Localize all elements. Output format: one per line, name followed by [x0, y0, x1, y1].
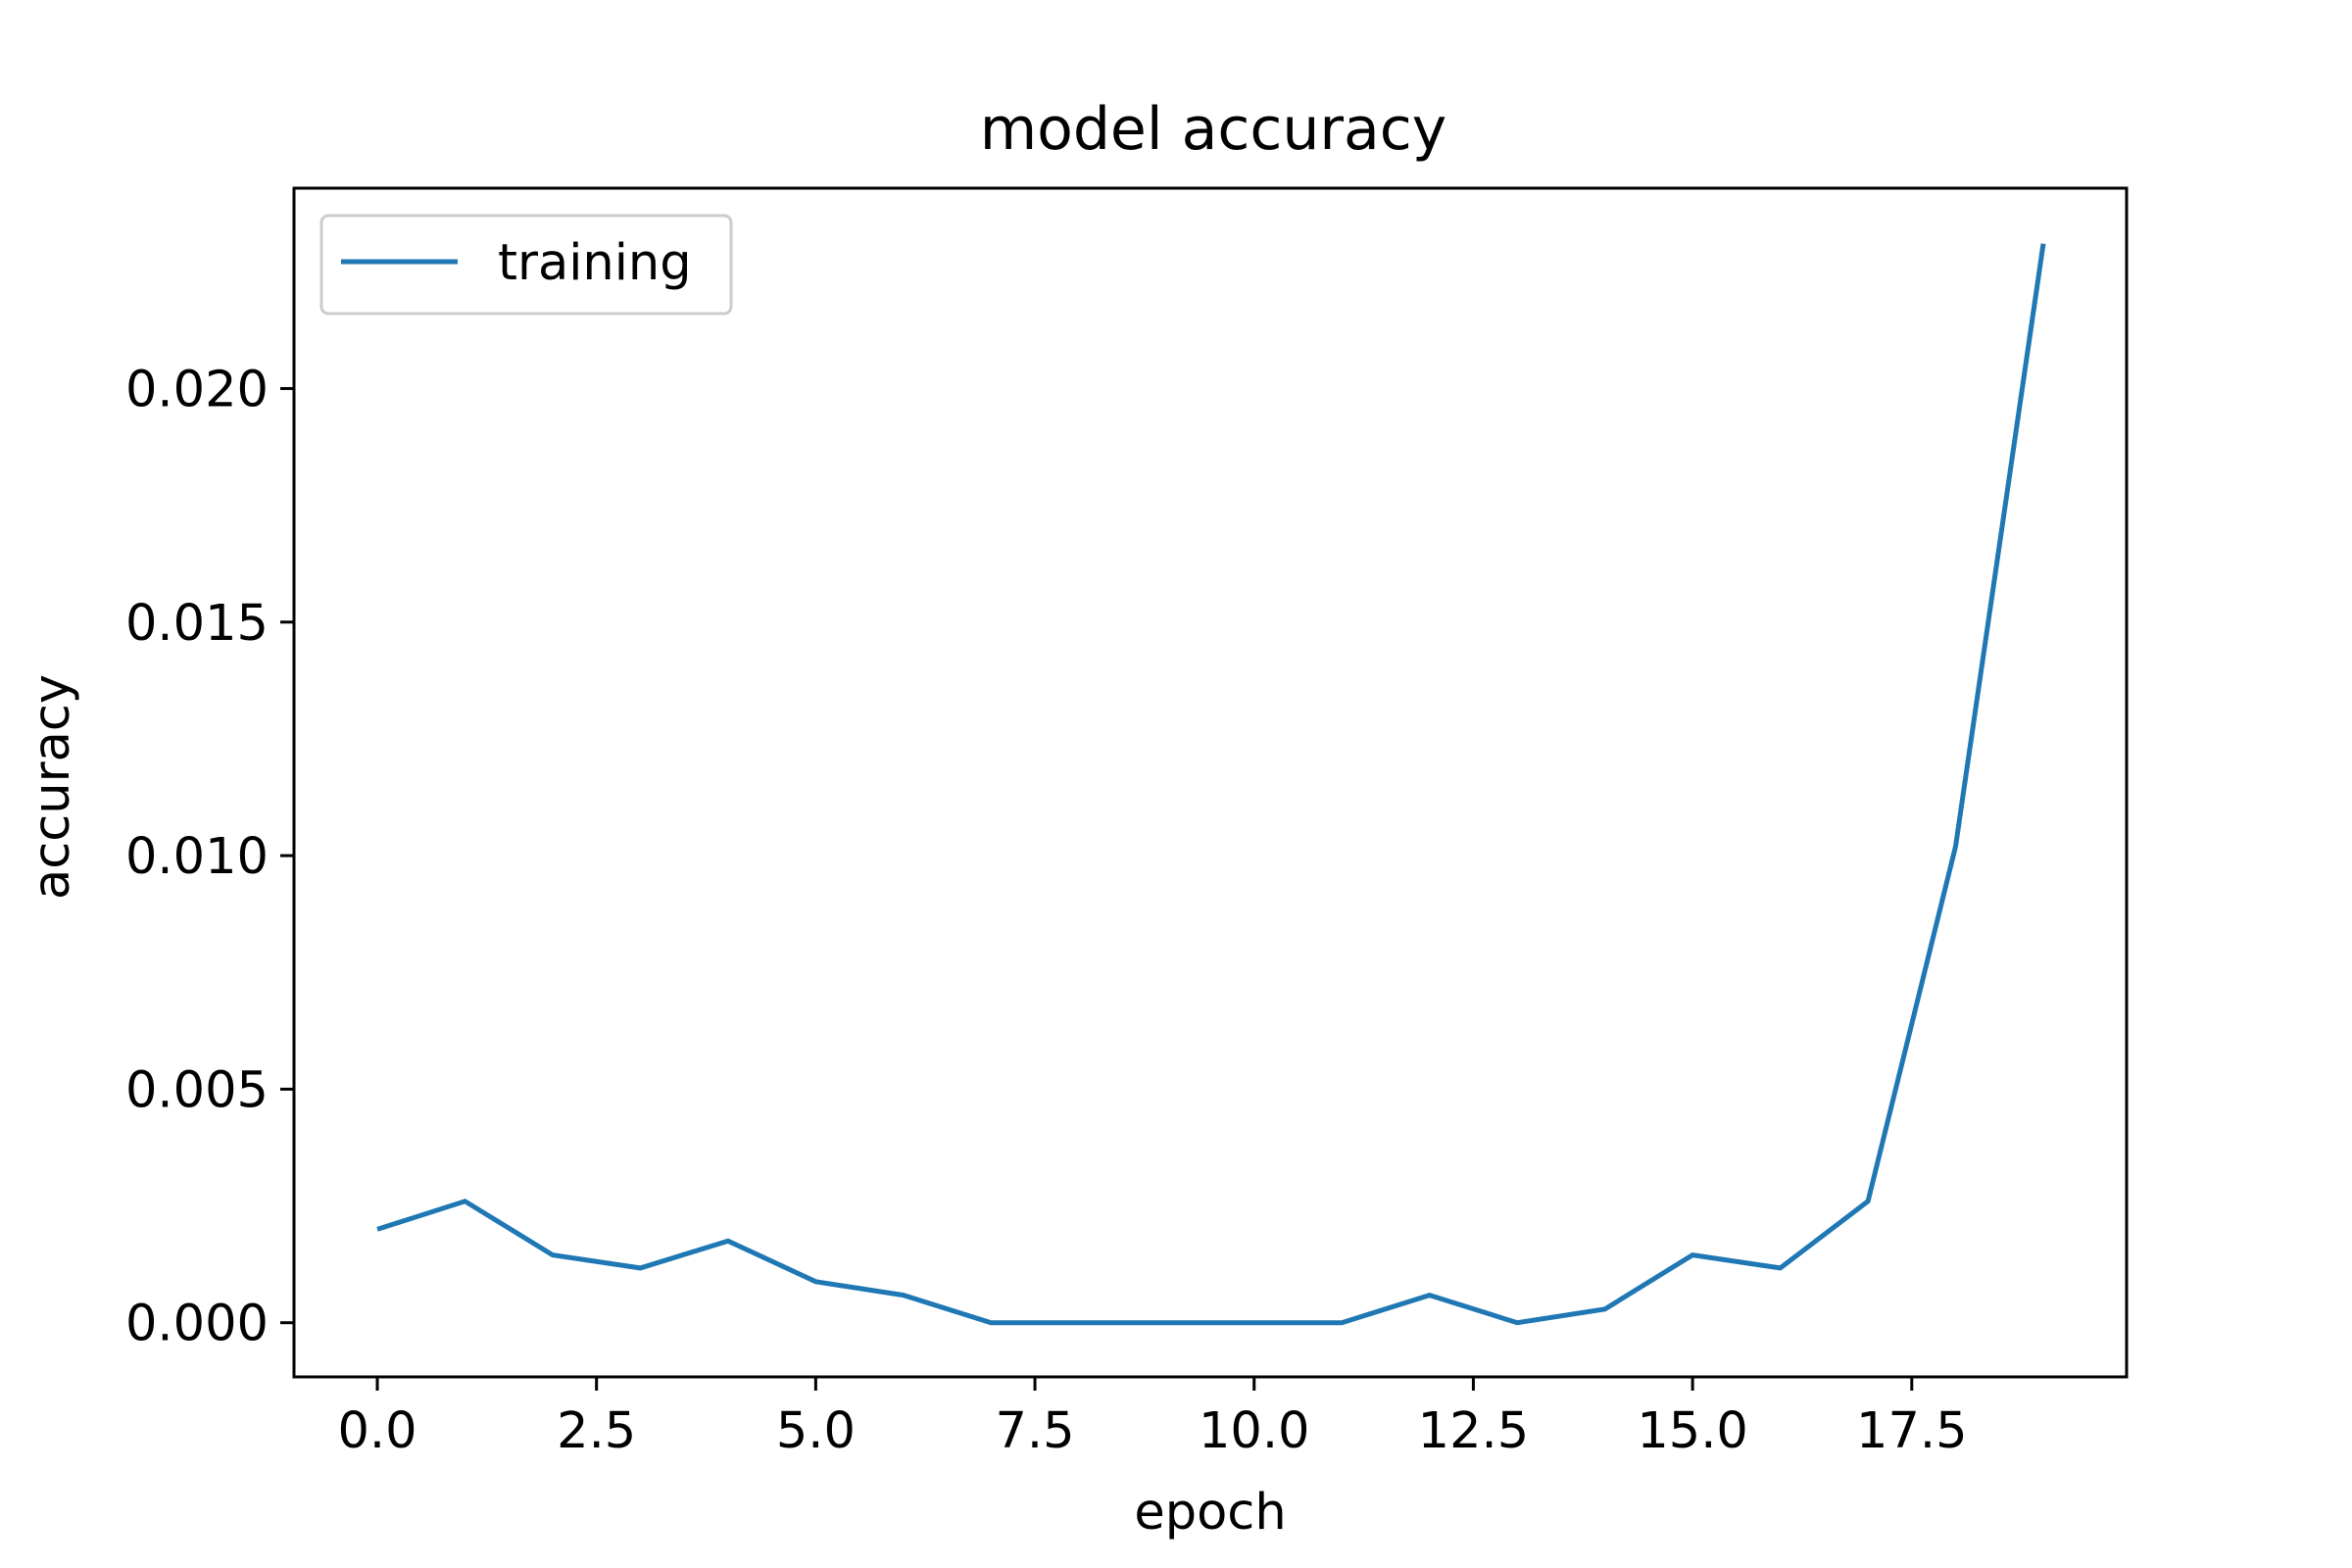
- y-tick-label: 0.005: [125, 1061, 269, 1119]
- x-axis-label: epoch: [1134, 1484, 1286, 1542]
- legend-box: [319, 214, 733, 316]
- y-tick-label: 0.000: [125, 1296, 269, 1353]
- x-axis-ticks: 0.0 2.5 5.0 7.5 10.0 12.5 15.0 17.5: [337, 1377, 1968, 1460]
- legend-label-training: training: [498, 234, 692, 292]
- y-tick-label: 0.010: [125, 828, 269, 886]
- y-tick-label: 0.020: [125, 361, 269, 418]
- series-line-training: [376, 243, 2046, 1326]
- legend: training: [319, 214, 733, 316]
- x-tick-label: 5.0: [776, 1402, 856, 1460]
- x-tick-label: 0.0: [337, 1402, 416, 1460]
- y-axis-label: accuracy: [24, 674, 81, 900]
- x-tick-label: 2.5: [557, 1402, 636, 1460]
- x-tick-label: 7.5: [995, 1402, 1074, 1460]
- plot-area: [376, 243, 2046, 1326]
- y-axis-ticks: 0.000 0.005 0.010 0.015 0.020: [125, 361, 294, 1353]
- axes-frame: [292, 186, 2129, 1379]
- y-tick-label: 0.015: [125, 595, 269, 653]
- x-tick-label: 12.5: [1418, 1402, 1530, 1460]
- x-tick-label: 15.0: [1637, 1402, 1748, 1460]
- x-tick-label: 10.0: [1199, 1402, 1310, 1460]
- x-tick-label: 17.5: [1856, 1402, 1968, 1460]
- chart-title: model accuracy: [980, 95, 1447, 164]
